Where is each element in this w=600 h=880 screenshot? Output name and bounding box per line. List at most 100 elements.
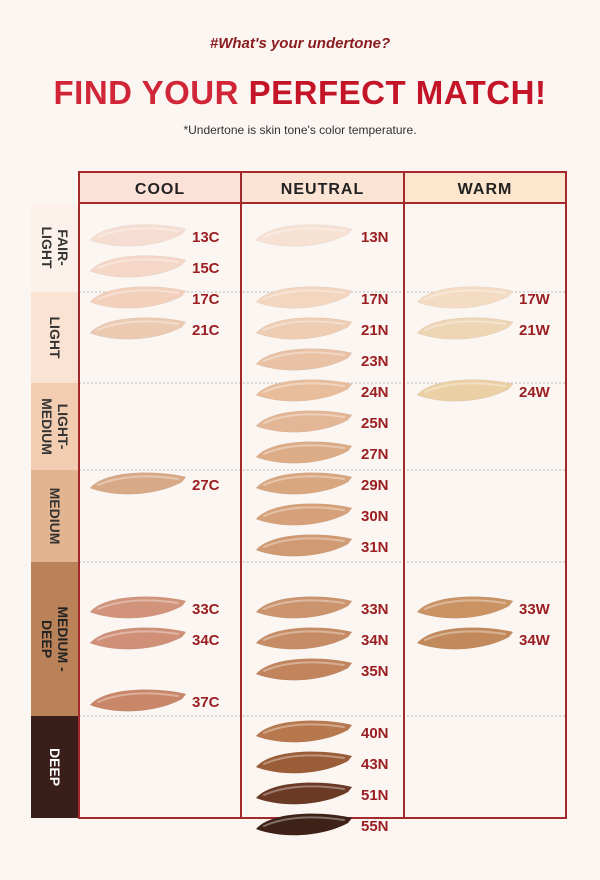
swatch-highlight: [263, 754, 345, 765]
swatch-highlight: [97, 692, 179, 703]
shade-17C: 17C: [89, 286, 220, 309]
swatch-27C: [89, 472, 187, 495]
swatch-24N: [255, 379, 353, 402]
swatch-highlight: [263, 630, 345, 641]
shade-label-34W: 34W: [519, 632, 551, 649]
shade-label-21C: 21C: [192, 322, 220, 339]
shade-label-31N: 31N: [361, 539, 389, 556]
row-label-text: LIGHT: [39, 227, 55, 269]
swatch-40N: [255, 720, 353, 743]
swatch-highlight: [97, 227, 179, 238]
shade-label-27N: 27N: [361, 446, 389, 463]
row-band: [31, 292, 79, 383]
row-band: [31, 562, 79, 716]
swatch-highlight: [97, 320, 179, 331]
shade-27C: 27C: [89, 472, 220, 495]
swatch-highlight: [263, 413, 345, 424]
row-label-5: DEEP: [47, 748, 63, 786]
shade-label-25N: 25N: [361, 415, 389, 432]
swatch-21W: [416, 317, 514, 340]
swatch-highlight: [263, 289, 345, 300]
swatch-highlight: [97, 599, 179, 610]
swatch-43N: [255, 751, 353, 774]
shade-23N: 23N: [255, 348, 389, 371]
swatch-highlight: [424, 630, 506, 641]
page-title: FIND YOUR PERFECT MATCH!: [0, 74, 600, 112]
shade-label-37C: 37C: [192, 694, 220, 711]
swatch-highlight: [424, 289, 506, 300]
shade-29N: 29N: [255, 472, 389, 495]
shade-24N: 24N: [255, 379, 389, 402]
column-header-bg: [404, 172, 566, 203]
swatch-highlight: [97, 475, 179, 486]
shade-27N: 27N: [255, 441, 389, 464]
shade-34N: 34N: [255, 627, 389, 650]
swatch-highlight: [263, 723, 345, 734]
swatch-highlight: [263, 599, 345, 610]
row-label-1: LIGHT: [47, 317, 63, 359]
swatch-15C: [89, 255, 187, 278]
swatch-23N: [255, 348, 353, 371]
shade-31N: 31N: [255, 534, 389, 557]
shade-17N: 17N: [255, 286, 389, 309]
shade-51N: 51N: [255, 782, 389, 805]
shade-label-33C: 33C: [192, 601, 220, 618]
shade-label-43N: 43N: [361, 756, 389, 773]
swatch-34W: [416, 627, 514, 650]
row-band: [31, 470, 79, 562]
swatch-17C: [89, 286, 187, 309]
swatch-34N: [255, 627, 353, 650]
shade-43N: 43N: [255, 751, 389, 774]
swatch-highlight: [97, 630, 179, 641]
shade-21C: 21C: [89, 317, 220, 340]
swatch-highlight: [263, 816, 345, 827]
swatch-29N: [255, 472, 353, 495]
title-part2: PERFECT MATCH!: [248, 74, 547, 111]
swatch-highlight: [424, 320, 506, 331]
row-label-2: LIGHT-MEDIUM: [39, 398, 71, 455]
swatch-55N: [255, 813, 353, 836]
column-header-bg: [79, 172, 241, 203]
swatch-33W: [416, 596, 514, 619]
swatch-30N: [255, 503, 353, 526]
swatch-highlight: [263, 785, 345, 796]
swatch-31N: [255, 534, 353, 557]
row-label-0: FAIR-LIGHT: [39, 227, 71, 269]
swatch-37C: [89, 689, 187, 712]
swatch-highlight: [424, 382, 506, 393]
shade-label-21W: 21W: [519, 322, 551, 339]
row-band: [31, 716, 79, 818]
shade-label-24N: 24N: [361, 384, 389, 401]
swatch-highlight: [97, 258, 179, 269]
shade-label-34N: 34N: [361, 632, 389, 649]
shade-label-21N: 21N: [361, 322, 389, 339]
row-label-3: MEDIUM: [47, 488, 63, 545]
shade-label-27C: 27C: [192, 477, 220, 494]
swatch-21C: [89, 317, 187, 340]
row-label-text: DEEP: [47, 748, 63, 786]
row-label-text: LIGHT: [47, 317, 63, 359]
shade-35N: 35N: [255, 658, 389, 681]
shade-label-23N: 23N: [361, 353, 389, 370]
swatch-33C: [89, 596, 187, 619]
shade-label-35N: 35N: [361, 663, 389, 680]
shade-25N: 25N: [255, 410, 389, 433]
swatch-highlight: [263, 382, 345, 393]
row-label-4: MEDIUM -DEEP: [39, 606, 71, 672]
swatch-highlight: [263, 506, 345, 517]
swatch-highlight: [97, 289, 179, 300]
shade-label-15C: 15C: [192, 260, 220, 277]
column-header-neutral: NEUTRAL: [281, 181, 364, 198]
shade-label-24W: 24W: [519, 384, 551, 401]
shade-13C: 13C: [89, 224, 220, 247]
shade-label-34C: 34C: [192, 632, 220, 649]
row-label-text: MEDIUM: [47, 488, 63, 545]
swatch-highlight: [263, 351, 345, 362]
swatch-highlight: [424, 599, 506, 610]
swatch-33N: [255, 596, 353, 619]
shade-34W: 34W: [416, 627, 551, 650]
shade-label-13N: 13N: [361, 229, 389, 246]
swatch-13C: [89, 224, 187, 247]
shade-34C: 34C: [89, 627, 220, 650]
